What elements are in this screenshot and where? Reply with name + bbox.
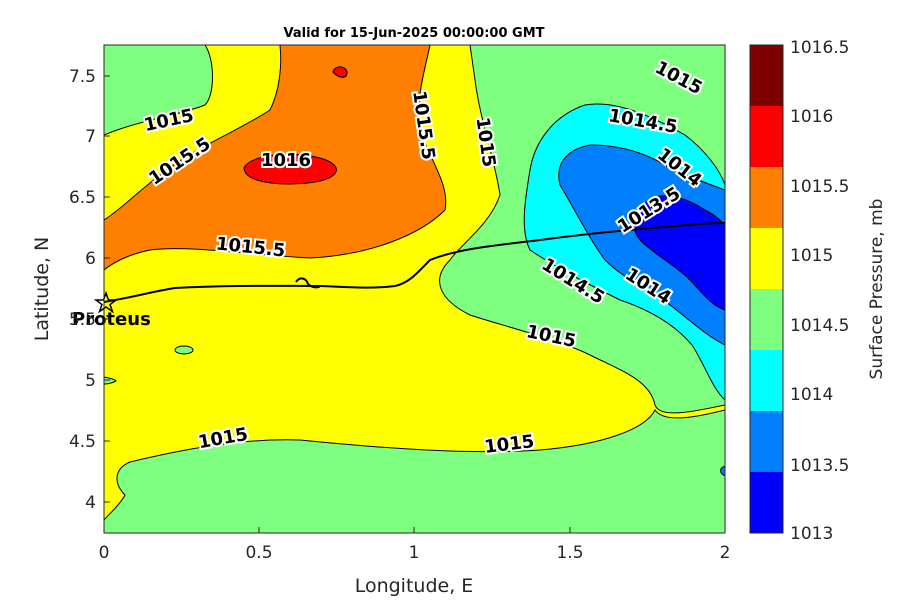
colorbar-swatch <box>750 45 783 106</box>
star-icon <box>93 290 119 314</box>
axis-ticks <box>103 75 726 533</box>
region-1014.5-topleft <box>104 45 213 136</box>
y-tick-label: 7.5 <box>69 67 96 87</box>
station-label: Proteus <box>72 309 151 330</box>
y-tick-label: 5 <box>85 371 96 391</box>
y-tick-labels: 4 4.5 5 5.5 6 6.5 7 7.5 <box>69 67 96 513</box>
y-tick-label: 5.5 <box>69 310 96 330</box>
colorbar-tick-label: 1013 <box>790 524 833 544</box>
colorbar-tick-label: 1016 <box>790 107 833 127</box>
chart-title: Valid for 15-Jun-2025 00:00:00 GMT <box>284 26 545 41</box>
contour-fill <box>104 45 725 533</box>
colorbar-swatch <box>750 350 783 411</box>
colorbar-swatch <box>750 289 783 350</box>
station-proteus: Proteus <box>72 290 151 330</box>
colorbar-tick-label: 1016.5 <box>790 38 849 58</box>
colorbar-tick-label: 1013.5 <box>790 456 849 476</box>
colorbar-swatch <box>750 472 783 533</box>
colorbar-swatch <box>750 228 783 289</box>
colorbar-label: Surface Pressure, mb <box>867 199 887 380</box>
colorbar-swatch <box>750 167 783 228</box>
colorbar-tick-label: 1014 <box>790 385 833 405</box>
region-1014.5-south <box>104 409 725 533</box>
y-tick-label: 7 <box>85 127 96 147</box>
region-1014.5-blob1 <box>174 345 194 355</box>
colorbar-tick-label: 1015.5 <box>790 177 849 197</box>
colorbar: 1013 1013.5 1014 1014.5 1015 1015.5 1016… <box>749 38 887 544</box>
y-tick-label: 4.5 <box>69 432 96 452</box>
y-tick-label: 4 <box>85 493 96 513</box>
region-1013.5 <box>558 144 725 346</box>
x-tick-label: 1.5 <box>556 543 583 563</box>
colorbar-tick-label: 1014.5 <box>790 316 849 336</box>
ship-track <box>104 222 725 303</box>
y-axis-label: Latitude, N <box>31 237 53 342</box>
region-1016-small <box>332 66 348 78</box>
region-1016-main <box>243 153 337 185</box>
x-tick-label: 1 <box>409 543 420 563</box>
y-tick-label: 6 <box>85 249 96 269</box>
colorbar-frame <box>749 44 784 534</box>
x-axis-label: Longitude, E <box>355 575 474 597</box>
x-tick-label: 2 <box>720 543 731 563</box>
x-tick-label: 0 <box>99 543 110 563</box>
colorbar-tick-label: 1015 <box>790 246 833 266</box>
x-tick-label: 0.5 <box>245 543 272 563</box>
colorbar-swatch <box>750 106 783 167</box>
contour-label: 1016 <box>261 150 311 171</box>
track-squiggle <box>295 277 321 289</box>
y-tick-label: 6.5 <box>69 188 96 208</box>
colorbar-swatch <box>750 411 783 472</box>
x-tick-labels: 0 0.5 1 1.5 2 <box>99 543 731 563</box>
